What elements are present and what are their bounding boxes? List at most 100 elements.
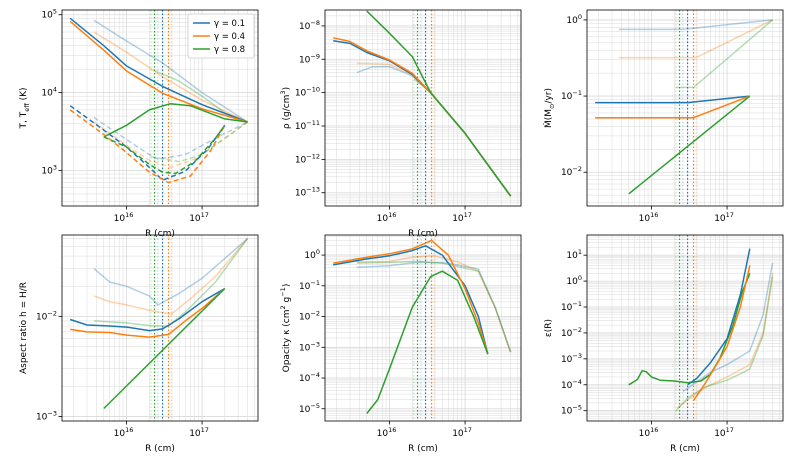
x-axis-label: R (cm) bbox=[670, 444, 700, 454]
grid bbox=[325, 10, 521, 206]
x-axis-label: R (cm) bbox=[408, 444, 438, 454]
y-tick-label: 105 bbox=[41, 8, 57, 21]
panel-aspect: 1016 1017 10−3 10−2 R (cm) Aspect ratio h = H… bbox=[19, 234, 259, 454]
x-tick-label: 1016 bbox=[377, 211, 397, 224]
y-tick-label: 10−2 bbox=[561, 165, 582, 178]
series-line bbox=[675, 19, 774, 89]
axes-frame bbox=[61, 234, 259, 422]
x-tick-label: 1017 bbox=[714, 211, 734, 224]
series-line bbox=[692, 265, 751, 401]
axes-frame bbox=[324, 234, 522, 422]
y-tick-label: 10−10 bbox=[295, 86, 320, 99]
y-tick-label: 10−5 bbox=[561, 404, 582, 417]
y-axis-label: Aspect ratio h = H/R bbox=[19, 282, 29, 374]
series-group bbox=[628, 248, 774, 412]
y-tick-label: 10−1 bbox=[561, 300, 582, 313]
vertical-markers bbox=[413, 235, 435, 421]
y-axis-label: ρ (g/cm3) bbox=[279, 87, 292, 129]
y-tick-label: 10−1 bbox=[299, 279, 320, 292]
series-line bbox=[618, 19, 773, 59]
y-tick-label: 10−2 bbox=[36, 309, 57, 322]
series-line bbox=[366, 270, 489, 414]
y-tick-label: 10−11 bbox=[295, 119, 320, 132]
legend: γ = 0.1 γ = 0.4 γ = 0.8 bbox=[187, 13, 255, 59]
series-line bbox=[93, 19, 249, 123]
grid bbox=[325, 235, 521, 421]
y-tick-label: 10−13 bbox=[295, 186, 320, 199]
panel-density: 1016 1017 10−13 10−12 10−11 10−10 10−9 10−8 R (c… bbox=[279, 9, 522, 239]
series-line bbox=[70, 287, 226, 338]
series-line bbox=[69, 17, 248, 123]
y-tick-label: 10−3 bbox=[36, 409, 57, 422]
series-line bbox=[93, 237, 249, 306]
x-tick-label: 1016 bbox=[639, 211, 659, 224]
panel-opacity: 1016 1017 10−5 10−4 10−3 10−2 10−1 100 R (cm) Opa… bbox=[279, 234, 522, 454]
axes-frame bbox=[61, 9, 259, 207]
series-line bbox=[356, 260, 512, 353]
grid bbox=[587, 10, 783, 206]
y-axis-label: T, Teff (K) bbox=[19, 88, 31, 130]
x-tick-label: 1016 bbox=[114, 211, 134, 224]
y-axis-label: Ṁ(M⊙/yr) bbox=[543, 88, 556, 128]
panel-temperature: 1016 1017 103 104 105 R (cm) T, Teff (K) bbox=[19, 8, 259, 239]
series-group bbox=[69, 17, 249, 184]
series-group bbox=[69, 237, 249, 410]
x-tick-label: 1017 bbox=[714, 426, 734, 439]
x-axis-label: R (cm) bbox=[145, 229, 175, 239]
series-group bbox=[333, 10, 512, 197]
series-group bbox=[595, 19, 774, 195]
series-line bbox=[333, 245, 489, 355]
series-line bbox=[333, 239, 489, 355]
vertical-markers bbox=[675, 10, 697, 206]
series-line bbox=[628, 95, 751, 195]
series-line bbox=[69, 105, 226, 181]
y-axis-label: Opacity κ (cm2 g−1) bbox=[279, 284, 292, 373]
y-tick-label: 10−2 bbox=[299, 310, 320, 323]
series-line bbox=[675, 276, 774, 412]
series-line bbox=[69, 20, 248, 123]
vertical-markers bbox=[413, 10, 435, 206]
legend-label: γ = 0.1 bbox=[214, 19, 245, 29]
legend-label: γ = 0.8 bbox=[214, 45, 245, 55]
y-tick-label: 101 bbox=[566, 248, 582, 261]
series-line bbox=[595, 95, 751, 119]
series-group bbox=[333, 239, 512, 414]
series-line bbox=[103, 124, 226, 175]
series-line bbox=[333, 37, 512, 197]
y-tick-label: 10−4 bbox=[561, 378, 582, 391]
x-tick-label: 1016 bbox=[639, 426, 659, 439]
vertical-markers bbox=[675, 235, 697, 421]
series-line bbox=[618, 19, 773, 31]
series-line bbox=[93, 31, 248, 123]
legend-label: γ = 0.4 bbox=[214, 32, 245, 42]
series-line bbox=[93, 238, 249, 315]
series-line bbox=[103, 287, 226, 410]
x-tick-label: 1016 bbox=[114, 426, 134, 439]
y-tick-label: 10−3 bbox=[299, 340, 320, 353]
panel-epsilon: 1016 1017 10−5 10−4 10−3 10−2 10−1 100 101 R (cm)… bbox=[544, 234, 784, 454]
x-tick-label: 1017 bbox=[189, 426, 209, 439]
series-line bbox=[628, 273, 751, 386]
y-tick-label: 10−2 bbox=[561, 326, 582, 339]
y-tick-label: 10−9 bbox=[299, 52, 320, 65]
x-axis-label: R (cm) bbox=[408, 229, 438, 239]
series-line bbox=[413, 78, 512, 197]
axes-frame bbox=[586, 9, 784, 207]
vertical-markers bbox=[150, 235, 172, 421]
series-line bbox=[687, 248, 751, 386]
y-tick-label: 10−12 bbox=[295, 152, 320, 165]
series-line bbox=[69, 287, 226, 332]
grid bbox=[587, 235, 783, 421]
y-tick-label: 103 bbox=[41, 163, 57, 176]
y-tick-label: 10−3 bbox=[561, 352, 582, 365]
series-line bbox=[93, 121, 249, 169]
x-axis-label: R (cm) bbox=[145, 444, 175, 454]
grid bbox=[62, 235, 258, 421]
series-line bbox=[103, 102, 248, 138]
series-line bbox=[676, 273, 774, 409]
y-axis-label: ε(R) bbox=[544, 319, 554, 337]
legend-box bbox=[187, 13, 255, 59]
axes-frame bbox=[324, 9, 522, 207]
y-tick-label: 100 bbox=[566, 274, 582, 287]
series-line bbox=[150, 121, 249, 163]
